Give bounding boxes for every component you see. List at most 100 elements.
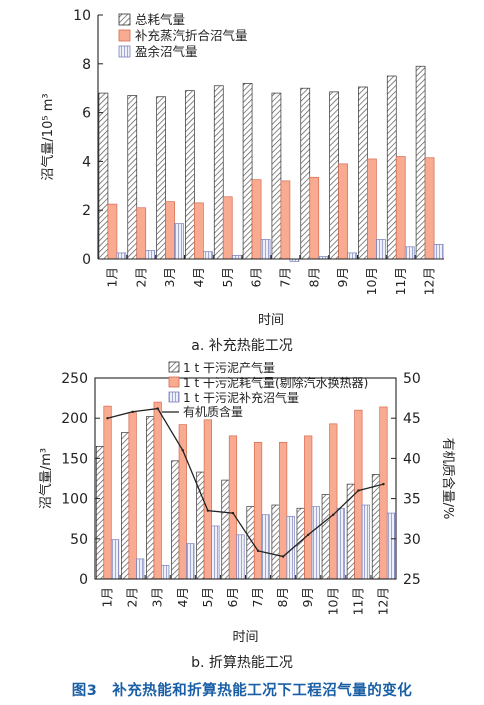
bar-a-1 bbox=[98, 92, 109, 260]
bar-a-2 bbox=[309, 176, 320, 260]
bar-a-3 bbox=[376, 239, 386, 260]
y2-tick-label-b: 45 bbox=[403, 411, 421, 427]
x-tick-label-b: 7月 bbox=[250, 587, 265, 607]
bar-b-1 bbox=[146, 416, 155, 580]
line-point-b bbox=[231, 511, 235, 515]
bar-a-1 bbox=[242, 82, 253, 260]
line-point-b bbox=[156, 407, 159, 410]
line-organic-content bbox=[107, 407, 384, 558]
bar-a-3 bbox=[347, 252, 357, 260]
bar-a-3 bbox=[116, 252, 127, 260]
x-tick-label-b: 5月 bbox=[200, 587, 215, 607]
bar-b-2 bbox=[304, 435, 313, 580]
bar-a-1 bbox=[358, 86, 368, 260]
legend-label-b: 有机质含量 bbox=[183, 404, 243, 419]
x-tick-label-a: 2月 bbox=[133, 267, 148, 287]
x-tick-label-b: 8月 bbox=[275, 587, 290, 607]
bar-a-3 bbox=[174, 223, 184, 260]
bar-b-1 bbox=[171, 460, 180, 580]
x-tick-label-a: 3月 bbox=[162, 267, 177, 287]
line-point-b bbox=[307, 533, 310, 536]
bar-b-3 bbox=[186, 543, 195, 580]
y-tick-label-b: 0 bbox=[79, 572, 88, 588]
y2-axis-label-b: 有机质含量/% bbox=[440, 438, 456, 520]
line-point-b bbox=[131, 410, 134, 413]
legend-swatch-b bbox=[168, 361, 180, 373]
bar-a-1 bbox=[386, 75, 397, 260]
bar-b-1 bbox=[321, 494, 330, 580]
y-tick-label-b: 150 bbox=[61, 451, 88, 467]
bar-b-2 bbox=[329, 423, 338, 580]
bar-a-2 bbox=[395, 156, 406, 260]
bar-b-2 bbox=[379, 406, 388, 580]
line-point-b bbox=[181, 449, 184, 452]
x-tick-label-a: 7月 bbox=[277, 267, 292, 287]
x-tick-label-a: 1月 bbox=[104, 267, 119, 287]
y2-tick-label-b: 40 bbox=[403, 451, 421, 467]
bar-a-2 bbox=[367, 158, 377, 260]
bar-b-2 bbox=[279, 441, 288, 580]
bar-a-2 bbox=[194, 202, 204, 260]
bar-b-3 bbox=[211, 525, 220, 580]
x-tick-label-a: 10月 bbox=[364, 267, 379, 295]
x-tick-label-b: 1月 bbox=[100, 587, 115, 607]
bar-a-2 bbox=[338, 163, 348, 260]
bar-a-1 bbox=[185, 90, 195, 260]
x-axis-label-b: 时间 bbox=[232, 630, 258, 645]
bar-b-3 bbox=[161, 564, 170, 580]
chart-b: 0 50 100 150 200 250 25 30 35 40 45 50 1月 2月 3月 4月 5月 6月 7… bbox=[38, 360, 456, 645]
line-point-b bbox=[106, 417, 109, 420]
bar-b-2 bbox=[103, 405, 112, 580]
bar-b-3 bbox=[236, 534, 245, 580]
y-tick-label-a: 4 bbox=[82, 154, 91, 170]
bar-a-1 bbox=[329, 91, 339, 260]
bar-b-2 bbox=[203, 419, 212, 580]
line-point-b bbox=[332, 513, 335, 516]
y2-tick-label-b: 25 bbox=[403, 572, 421, 588]
y-tick-label-b: 100 bbox=[61, 492, 88, 508]
x-tick-label-b: 9月 bbox=[300, 587, 315, 607]
x-tick-label-a: 4月 bbox=[191, 267, 206, 287]
y-tick-label-b: 250 bbox=[61, 371, 88, 387]
bar-a-1 bbox=[156, 96, 166, 260]
y-tick-label-a: 0 bbox=[82, 252, 91, 268]
bar-a-2 bbox=[136, 207, 147, 260]
bar-a-2 bbox=[424, 157, 435, 260]
bar-b-2 bbox=[178, 424, 187, 580]
bar-b-2 bbox=[354, 409, 363, 580]
x-tick-label-b: 2月 bbox=[125, 587, 140, 607]
bar-b-2 bbox=[128, 412, 137, 580]
bar-b-1 bbox=[371, 474, 381, 580]
bar-a-1 bbox=[300, 87, 311, 260]
bar-b-3 bbox=[110, 539, 120, 580]
legend-swatch-b bbox=[168, 376, 180, 388]
subcaption-a: a. 补充热能工况 bbox=[191, 338, 293, 354]
legend-label-b: 1 t 干污泥产气量 bbox=[183, 360, 275, 375]
y-axis-label-b: 沼气量/m³ bbox=[38, 448, 54, 509]
x-tick-label-b: 10月 bbox=[325, 587, 340, 615]
bar-b-1 bbox=[221, 479, 230, 580]
bar-a-3 bbox=[404, 246, 415, 260]
bar-a-3 bbox=[203, 251, 213, 260]
legend-swatch-a bbox=[118, 13, 131, 26]
y-tick-label-a: 6 bbox=[82, 106, 91, 122]
bar-b-1 bbox=[196, 471, 205, 580]
bar-b-2 bbox=[228, 435, 238, 580]
legend-label-a: 补充蒸汽折合沼气量 bbox=[135, 28, 248, 43]
bar-b-1 bbox=[121, 432, 130, 580]
legend-label-b: 1 t 干污泥补充沼气量 bbox=[183, 390, 299, 405]
y-tick-label-a: 8 bbox=[82, 57, 91, 73]
y2-tick-label-b: 35 bbox=[403, 492, 421, 508]
bar-b-3 bbox=[311, 506, 320, 580]
bar-a-1 bbox=[213, 85, 224, 260]
bar-b-1 bbox=[95, 445, 105, 580]
y-tick-label-b: 50 bbox=[70, 532, 88, 548]
bar-b-3 bbox=[136, 558, 145, 580]
line-point-b bbox=[256, 549, 260, 553]
figure-caption: 图3 补充热能和折算热能工况下工程沼气量的变化 bbox=[71, 683, 413, 699]
x-axis-label-a: 时间 bbox=[258, 313, 284, 328]
x-tick-label-a: 6月 bbox=[249, 267, 264, 287]
line-point-b bbox=[206, 509, 210, 512]
x-tick-label-a: 12月 bbox=[422, 267, 437, 295]
x-tick-label-a: 8月 bbox=[306, 267, 321, 287]
